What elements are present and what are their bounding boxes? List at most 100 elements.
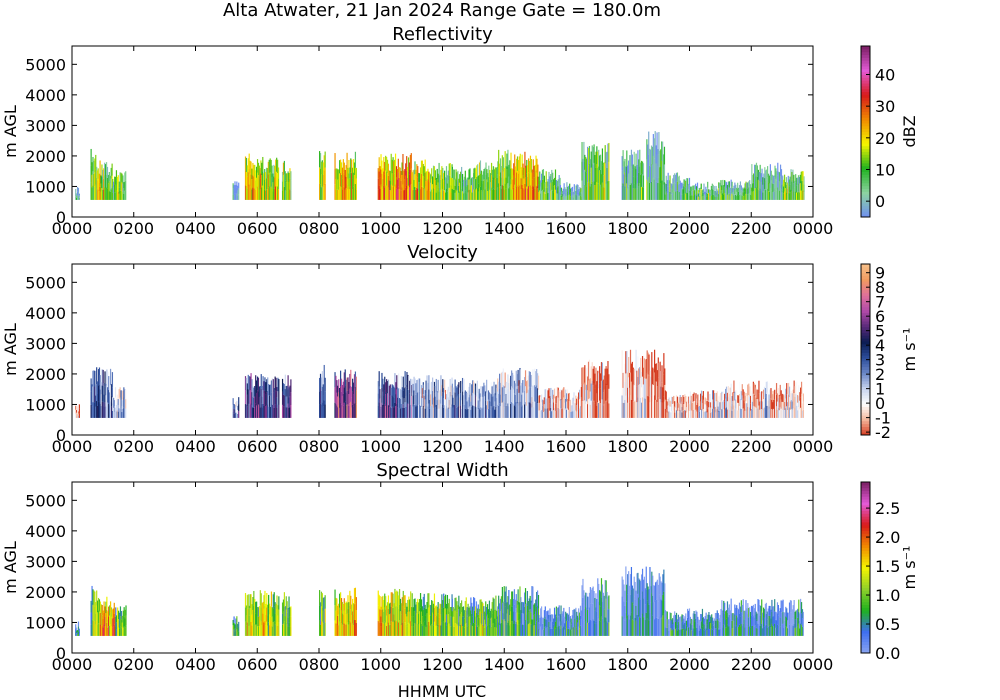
data-cell [735,189,737,195]
data-cell [99,375,101,390]
data-cell [288,596,290,610]
data-cell [252,622,254,636]
data-cell [247,389,249,404]
x-tick-label: 1200 [422,219,463,238]
data-cell [105,174,108,188]
data-cell [719,188,721,195]
data-cell [394,169,397,185]
data-cell [726,409,729,418]
data-cell [603,609,605,623]
data-cell [480,623,482,636]
data-cell [122,399,124,409]
data-cell [675,410,678,418]
data-cell [431,168,433,179]
data-segment [689,181,722,200]
data-cell [473,623,476,636]
data-cell [390,169,392,185]
data-cell [507,596,509,610]
data-cell [566,628,569,636]
data-cell [111,372,114,388]
data-cell [461,391,463,401]
data-cell [588,145,591,164]
data-cell [504,606,506,622]
data-cell [256,607,259,617]
data-cell [738,393,741,406]
data-cell [413,404,415,418]
data-cell [324,183,326,200]
data-cell [674,191,676,200]
data-cell [645,398,647,418]
data-cell [587,182,590,200]
data-cell [794,187,796,194]
data-cell [109,183,111,192]
data-cell [575,190,577,196]
data-cell [572,194,574,198]
data-cell [764,188,766,200]
data-cell [526,590,528,606]
data-cell [460,380,462,394]
data-cell [119,172,121,182]
data-cell [491,613,493,625]
data-cell [518,392,520,406]
data-cell [498,595,500,610]
data-cell [440,375,442,390]
data-segment [411,375,453,418]
data-cell [423,621,425,636]
data-cell [466,393,468,402]
data-cell [585,607,587,622]
data-cell [418,602,420,614]
data-cell [338,169,340,180]
data-cell [574,410,576,418]
data-cell [679,394,681,403]
data-cell [536,401,538,418]
data-cell [418,404,420,418]
data-cell [398,589,401,605]
data-cell [282,611,285,624]
data-cell [768,406,770,418]
data-cell [563,188,565,195]
data-cell [691,402,693,411]
data-cell [596,381,598,394]
data-segment [112,387,127,418]
data-cell [233,190,235,195]
data-cell [431,612,433,624]
data-cell [413,599,415,612]
data-cell [423,166,425,178]
data-cell [287,607,289,618]
data-cell [565,408,567,418]
data-cell [572,618,574,628]
data-cell [766,393,768,406]
data-cell [522,613,524,625]
data-cell [674,402,677,408]
data-cell [593,400,595,418]
data-cell [538,621,540,629]
data-cell [468,617,470,627]
data-cell [561,193,563,197]
data-cell [256,616,259,627]
data-cell [558,183,560,192]
data-cell [803,184,805,193]
data-cell [398,167,400,179]
data-cell [475,189,477,200]
data-cell [660,166,662,184]
data-cell [495,395,497,407]
data-cell [459,397,461,408]
data-cell [281,171,284,182]
data-cell [387,595,390,609]
data-cell [259,168,261,179]
data-cell [746,182,748,189]
data-cell [283,406,286,418]
data-cell [107,402,109,418]
data-cell [244,170,247,186]
data-cell [346,391,348,405]
data-cell [709,189,712,194]
data-cell [568,190,570,196]
data-cell [495,609,497,623]
data-cell [795,382,797,395]
data-cell [800,181,802,191]
data-cell [606,167,608,184]
data-cell [704,411,706,418]
data-cell [637,166,639,184]
data-cell [113,602,115,614]
data-cell [604,145,606,164]
